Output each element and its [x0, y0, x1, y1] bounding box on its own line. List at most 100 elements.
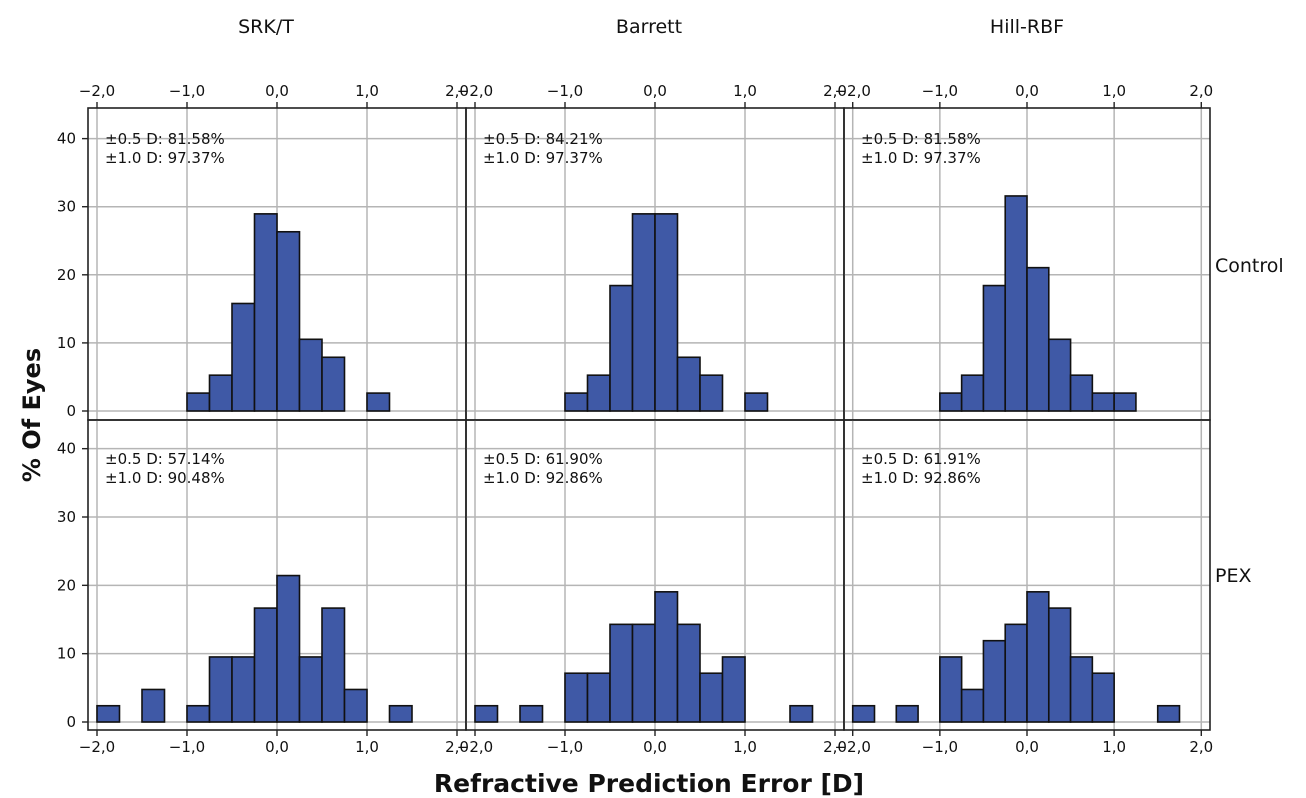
x-tick-label-top: −2,0 [834, 82, 870, 100]
histogram-bar [609, 284, 634, 412]
x-axis-title: Refractive Prediction Error [D] [434, 769, 864, 798]
histogram-bar [744, 392, 769, 412]
histogram-bar [699, 374, 724, 412]
histogram-bar [253, 213, 278, 412]
histogram-bar [388, 704, 413, 723]
histogram-bar [321, 607, 346, 723]
y-tick-label: 0 [66, 713, 76, 731]
column-title-hill-rbf: Hill-RBF [990, 16, 1064, 38]
histogram-bar [676, 356, 701, 412]
column-title-srkt: SRK/T [238, 16, 294, 38]
histogram-bar [960, 688, 985, 723]
histogram-bar [321, 356, 346, 412]
x-tick-label-top: 2,0 [823, 82, 847, 100]
panel-annotation: ±1.0 D: 97.37% [105, 149, 225, 167]
panel-annotation: ±0.5 D: 61.90% [483, 450, 603, 468]
histogram-bar [276, 230, 301, 412]
x-tick-label-bottom: 2,0 [445, 738, 469, 756]
histogram-bar [654, 591, 679, 723]
histogram-bar [676, 623, 701, 723]
x-tick-label-bottom: −1,0 [922, 738, 958, 756]
panel-pex-barrett: ±0.5 D: 61.90%±1.0 D: 92.86% [465, 419, 845, 731]
x-tick-label-top: −1,0 [922, 82, 958, 100]
histogram-bar [474, 704, 499, 723]
x-tick-label-top: −1,0 [169, 82, 205, 100]
histogram-bar [564, 672, 589, 723]
x-tick-label-top: 0,0 [1015, 82, 1039, 100]
x-tick-label-top: 1,0 [1102, 82, 1126, 100]
x-tick-label-top: −1,0 [547, 82, 583, 100]
histogram-bar [699, 672, 724, 723]
y-tick-label: 40 [57, 130, 76, 148]
x-tick-label-bottom: −1,0 [547, 738, 583, 756]
x-tick-label-bottom: 2,0 [1189, 738, 1213, 756]
histogram-bar [654, 213, 679, 412]
histogram-bar [141, 688, 166, 723]
x-tick-label-top: 1,0 [733, 82, 757, 100]
histogram-bar [982, 639, 1007, 723]
x-tick-label-top: 0,0 [643, 82, 667, 100]
histogram-bar [186, 392, 211, 412]
y-tick-label: 20 [57, 576, 76, 594]
x-tick-label-top: 2,0 [445, 82, 469, 100]
histogram-bar [253, 607, 278, 723]
row-label-pex: PEX [1215, 565, 1251, 587]
histogram-bar [519, 704, 544, 723]
histogram-bar [586, 672, 611, 723]
histogram-bar [96, 704, 121, 723]
panel-annotation: ±0.5 D: 81.58% [105, 130, 225, 148]
histogram-bar [631, 623, 656, 723]
panel-annotation: ±1.0 D: 97.37% [861, 149, 981, 167]
histogram-bar [1026, 591, 1050, 723]
histogram-bar [1004, 623, 1028, 723]
x-tick-label-bottom: 0,0 [265, 738, 289, 756]
panel-annotation: ±1.0 D: 92.86% [483, 469, 603, 487]
x-tick-label-top: 0,0 [265, 82, 289, 100]
x-tick-label-top: −2,0 [457, 82, 493, 100]
panel-control-srk-t: ±0.5 D: 81.58%±1.0 D: 97.37% [87, 107, 467, 421]
histogram-bar [231, 656, 256, 723]
y-tick-label: 30 [57, 198, 76, 216]
histogram-bar [789, 704, 814, 723]
y-tick-label: 0 [66, 402, 76, 420]
histogram-bar [298, 656, 323, 723]
row-label-control: Control [1215, 255, 1284, 277]
panel-annotation: ±0.5 D: 81.58% [861, 130, 981, 148]
histogram-bar [1091, 392, 1115, 412]
histogram-bar [631, 213, 656, 412]
x-tick-label-bottom: −1,0 [169, 738, 205, 756]
histogram-bar [586, 374, 611, 412]
panel-control-hill-rbf: ±0.5 D: 81.58%±1.0 D: 97.37% [843, 107, 1211, 421]
histogram-bar [851, 704, 876, 723]
y-tick-label: 10 [57, 645, 76, 663]
y-tick-label: 20 [57, 266, 76, 284]
panel-control-barrett: ±0.5 D: 84.21%±1.0 D: 97.37% [465, 107, 845, 421]
histogram-bar [343, 688, 368, 723]
histogram-bar [186, 704, 211, 723]
y-tick-label: 40 [57, 440, 76, 458]
histogram-bar [982, 284, 1007, 412]
y-tick-label: 30 [57, 508, 76, 526]
histogram-bar [1069, 656, 1094, 723]
histogram-bar [564, 392, 589, 412]
panel-annotation: ±1.0 D: 92.86% [861, 469, 981, 487]
y-tick-label: 10 [57, 334, 76, 352]
histogram-bar [276, 574, 301, 723]
histogram-bar [208, 656, 233, 723]
panel-grid: ±0.5 D: 81.58%±1.0 D: 97.37%±0.5 D: 84.2… [57, 82, 1213, 756]
x-tick-label-bottom: 1,0 [355, 738, 379, 756]
histogram-bar [1113, 392, 1137, 412]
histogram-bar [939, 392, 963, 412]
histogram-bar [231, 302, 256, 412]
histogram-bar [609, 623, 634, 723]
panel-pex-hill-rbf: ±0.5 D: 61.91%±1.0 D: 92.86% [843, 419, 1211, 731]
histogram-bar [1156, 704, 1181, 723]
panel-annotation: ±1.0 D: 90.48% [105, 469, 225, 487]
histogram-bar [895, 704, 919, 723]
x-tick-label-bottom: 1,0 [733, 738, 757, 756]
histogram-bar [1069, 374, 1094, 412]
histogram-bar [298, 338, 323, 412]
histogram-bar [960, 374, 985, 412]
x-tick-label-top: −2,0 [79, 82, 115, 100]
